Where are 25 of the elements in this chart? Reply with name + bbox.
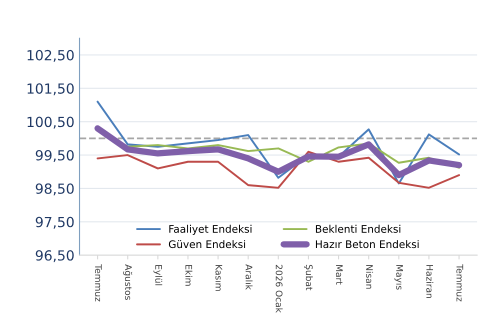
x-tick-label: Nisan	[366, 265, 374, 289]
x-tick-label: Mart	[336, 265, 343, 285]
y-tick-label: 101,50	[28, 83, 74, 96]
x-tick-label: Eylül	[153, 265, 162, 286]
legend-label: Güven Endeksi	[168, 240, 246, 248]
x-tick-label: Mayıs	[394, 265, 403, 290]
legend-label: Hazır Beton Endeksi	[316, 240, 419, 248]
legend-label: Faaliyet Endeksi	[169, 224, 252, 235]
x-tick-label: 2026 Ocak	[276, 264, 283, 313]
x-tick-label: Aralık	[246, 264, 253, 290]
y-tick-label: 98,50	[36, 183, 74, 196]
x-tick-label: Temmuz	[456, 264, 464, 302]
x-tick-label: Ağustos	[123, 264, 132, 300]
legend-label: Beklenti Endeksi	[316, 224, 400, 233]
x-tick-label: Temmuz	[94, 264, 102, 302]
x-tick-label: Ekim	[185, 265, 192, 286]
y-tick-label: 100,50	[28, 116, 74, 129]
x-tick-label: Haziran	[426, 265, 434, 298]
x-tick-label: Kasım	[215, 265, 222, 291]
y-tick-label: 102,50	[28, 50, 74, 62]
y-tick-label: 99,50	[36, 150, 74, 162]
line-series	[96, 150, 460, 189]
x-tick-label: Şubat	[304, 264, 313, 290]
y-tick-label: 96,50	[36, 250, 74, 262]
y-tick-label: 97,50	[36, 216, 74, 229]
